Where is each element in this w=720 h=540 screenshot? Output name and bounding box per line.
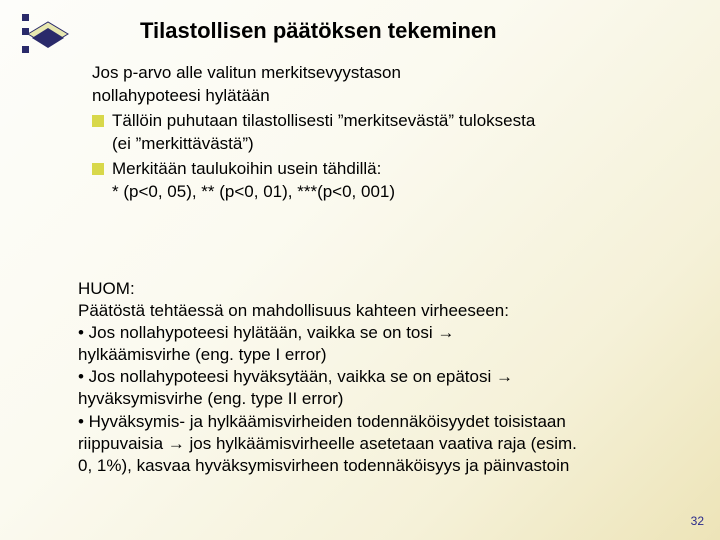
content-block-2: HUOM: Päätöstä tehtäessä on mahdollisuus… [78, 278, 688, 477]
text-line: • Hyväksymis- ja hylkäämisvirheiden tode… [78, 411, 688, 433]
text-line: 0, 1%), kasvaa hyväksymisvirheen todennä… [78, 455, 688, 477]
square-bullet-icon [92, 163, 104, 175]
text-line: • Jos nollahypoteesi hyväksytään, vaikka… [78, 366, 688, 388]
square-bullet-icon [92, 115, 104, 127]
text-line: * (p<0, 05), ** (p<0, 01), ***(p<0, 001) [112, 181, 692, 204]
text-line: Jos p-arvo alle valitun merkitsevyystaso… [92, 62, 692, 85]
logo-icon [18, 12, 72, 66]
text-line: hylkäämisvirhe (eng. type I error) [78, 344, 688, 366]
page-number: 32 [691, 514, 704, 528]
bullet-text: Merkitään taulukoihin usein tähdillä: [112, 158, 381, 181]
text-line: Päätöstä tehtäessä on mahdollisuus kahte… [78, 300, 688, 322]
bullet-item: Merkitään taulukoihin usein tähdillä: [92, 158, 692, 181]
text-line: riippuvaisia → jos hylkäämisvirheelle as… [78, 433, 688, 455]
text-line: nollahypoteesi hylätään [92, 85, 692, 108]
slide-title: Tilastollisen päätöksen tekeminen [140, 18, 497, 44]
content-block-1: Jos p-arvo alle valitun merkitsevyystaso… [92, 62, 692, 204]
bullet-text: Tällöin puhutaan tilastollisesti ”merkit… [112, 110, 535, 133]
text-line: (ei ”merkittävästä”) [112, 133, 692, 156]
text-line: hyväksymisvirhe (eng. type II error) [78, 388, 688, 410]
bullet-item: Tällöin puhutaan tilastollisesti ”merkit… [92, 110, 692, 133]
text-line: • Jos nollahypoteesi hylätään, vaikka se… [78, 322, 688, 344]
text-line: HUOM: [78, 278, 688, 300]
